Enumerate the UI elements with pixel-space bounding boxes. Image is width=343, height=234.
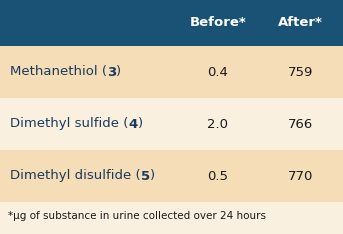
- Text: 766: 766: [288, 117, 313, 131]
- Text: 3: 3: [107, 66, 116, 78]
- Text: 0.5: 0.5: [208, 169, 228, 183]
- Bar: [0, 46, 343, 98]
- Text: Dimethyl disulfide (: Dimethyl disulfide (: [10, 169, 141, 183]
- Text: ): ): [150, 169, 155, 183]
- Text: Methanethiol (: Methanethiol (: [10, 66, 107, 78]
- Text: 4: 4: [128, 117, 138, 131]
- Bar: [0, 202, 343, 230]
- Bar: [0, 150, 343, 202]
- Text: 2.0: 2.0: [208, 117, 228, 131]
- Text: 770: 770: [288, 169, 313, 183]
- Text: 5: 5: [141, 169, 150, 183]
- Text: *μg of substance in urine collected over 24 hours: *μg of substance in urine collected over…: [8, 211, 266, 221]
- Text: Before*: Before*: [190, 17, 246, 29]
- Text: 759: 759: [288, 66, 313, 78]
- Bar: [0, 0, 343, 46]
- Text: Dimethyl sulfide (: Dimethyl sulfide (: [10, 117, 128, 131]
- Text: ): ): [138, 117, 143, 131]
- Text: After*: After*: [278, 17, 323, 29]
- Text: 0.4: 0.4: [208, 66, 228, 78]
- Text: ): ): [116, 66, 121, 78]
- Bar: [0, 98, 343, 150]
